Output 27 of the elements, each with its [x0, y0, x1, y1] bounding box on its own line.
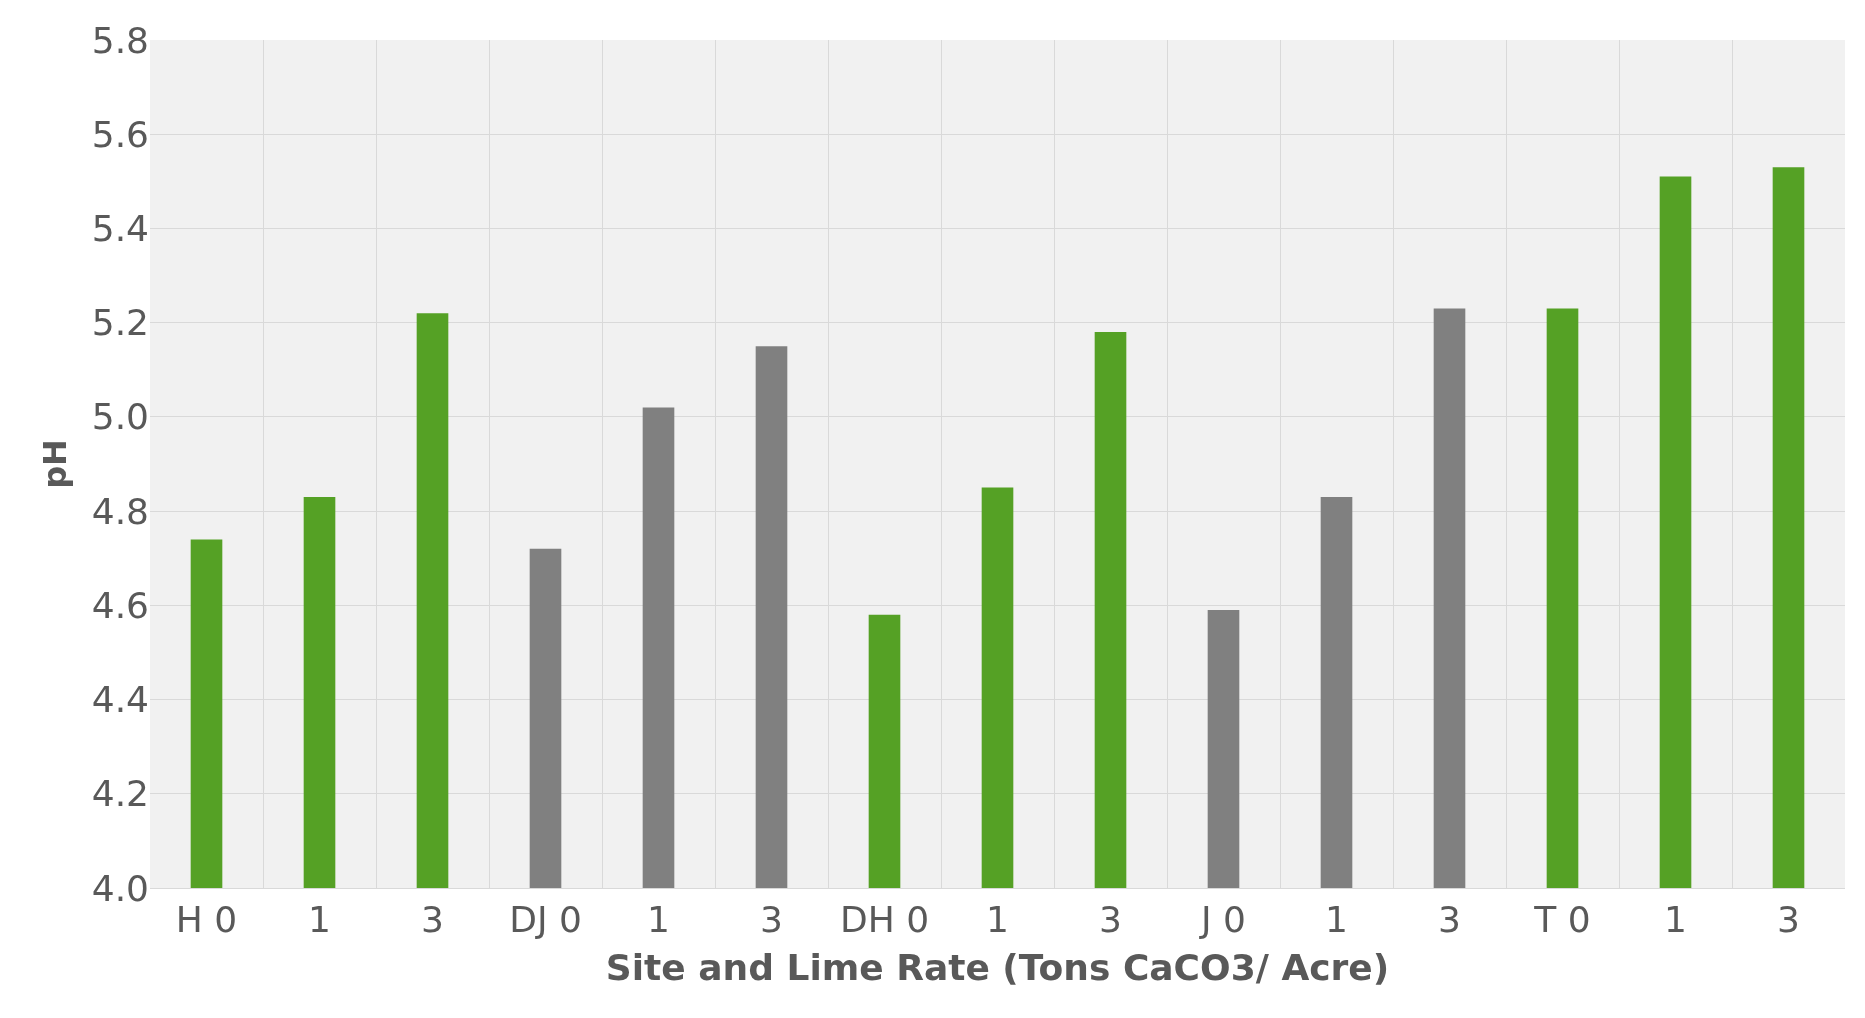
y-tick-label: 4.0 — [91, 867, 149, 909]
x-tick-label: DJ 0 — [509, 899, 582, 941]
x-tick-label: 3 — [760, 899, 783, 941]
x-tick-label: 3 — [1438, 899, 1461, 941]
x-tick-label: DH 0 — [839, 899, 930, 941]
x-tick-label: 1 — [986, 899, 1009, 941]
y-tick-label: 5.8 — [91, 19, 149, 61]
x-tick-label: 3 — [1099, 899, 1122, 941]
x-tick-label: 3 — [421, 899, 444, 941]
x-tick-label: H 0 — [175, 899, 238, 941]
y-tick-label: 5.4 — [91, 208, 149, 250]
x-tick-label: 1 — [1664, 899, 1687, 941]
x-tick-label: 1 — [1325, 899, 1348, 941]
x-tick-label: T 0 — [1533, 899, 1591, 941]
y-tick-label: 5.6 — [91, 113, 149, 155]
x-tick-label: J 0 — [1199, 899, 1246, 941]
y-tick-label: 4.8 — [91, 490, 149, 532]
x-axis-title: Site and Lime Rate (Tons CaCO3/ Acre) — [605, 946, 1390, 988]
y-tick-label: 5.0 — [91, 396, 149, 438]
y-tick-label: 4.6 — [91, 584, 149, 626]
x-tick-label: 1 — [647, 899, 670, 941]
y-axis-title: pH — [36, 439, 75, 489]
y-tick-label: 5.2 — [91, 302, 149, 344]
y-tick-label: 4.4 — [91, 679, 149, 721]
x-tick-label: 3 — [1777, 899, 1800, 941]
y-tick-label: 4.2 — [91, 773, 149, 815]
x-tick-label: 1 — [308, 899, 331, 941]
